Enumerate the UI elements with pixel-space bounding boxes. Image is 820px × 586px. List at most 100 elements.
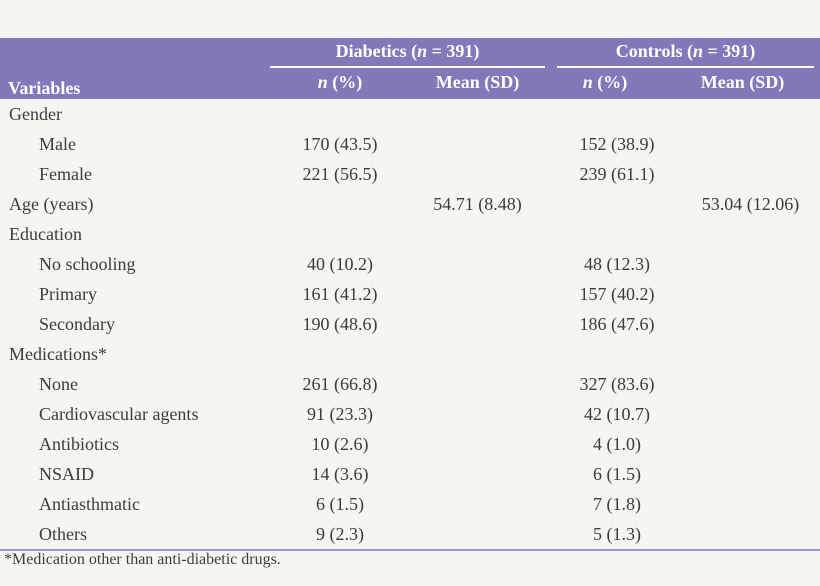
- diabetics-n-cell: 161 (41.2): [302, 283, 378, 304]
- controls-mean-cell: [665, 129, 820, 159]
- controls-mean-cell: [665, 399, 820, 429]
- diabetics-mean-cell: [410, 249, 545, 279]
- diabetics-mean-cell: [410, 339, 545, 369]
- controls-n-cell: [545, 189, 665, 219]
- controls-n-cell: 48 (12.3): [584, 253, 651, 274]
- table-row: Age (years) 54.71 (8.48) 53.04 (12.06): [0, 189, 820, 219]
- diabetics-n-cell: [270, 189, 410, 219]
- controls-mean-cell: [665, 99, 820, 129]
- controls-n-cell: 7 (1.8): [593, 493, 642, 514]
- demographics-table: Variables Diabetics (n = 391) Controls (…: [0, 38, 820, 551]
- controls-mean-cell: [665, 459, 820, 489]
- diabetics-n-cell: 40 (10.2): [307, 253, 373, 274]
- controls-n-cell: 327 (83.6): [579, 373, 655, 394]
- table-header: Variables Diabetics (n = 391) Controls (…: [0, 38, 820, 99]
- controls-label-post: = 391): [702, 41, 756, 61]
- diabetics-n-cell: 10 (2.6): [311, 433, 369, 454]
- table-row: None 261 (66.8) 327 (83.6): [0, 369, 820, 399]
- diabetics-n-cell: 221 (56.5): [302, 163, 378, 184]
- controls-mean-cell: [665, 339, 820, 369]
- diabetics-npct-header: n (%): [270, 68, 410, 99]
- diabetics-n-cell: [270, 219, 410, 249]
- row-label: None: [39, 373, 78, 394]
- diabetics-n-cell: 91 (23.3): [307, 403, 373, 424]
- table-row: NSAID 14 (3.6) 6 (1.5): [0, 459, 820, 489]
- row-label: Antibiotics: [39, 433, 119, 454]
- diabetics-label-n: n: [417, 41, 428, 61]
- controls-n-cell: 4 (1.0): [593, 433, 642, 454]
- controls-mean-header: Mean (SD): [665, 68, 820, 99]
- diabetics-n-cell: 6 (1.5): [316, 493, 364, 514]
- controls-n-cell: 239 (61.1): [579, 163, 655, 184]
- diabetics-mean-cell: [410, 369, 545, 399]
- diabetics-mean-cell: [410, 219, 545, 249]
- diabetics-n-cell: 14 (3.6): [311, 463, 369, 484]
- diabetics-n-cell: 170 (43.5): [302, 133, 378, 154]
- controls-n-cell: 42 (10.7): [584, 403, 651, 424]
- controls-n-cell: [545, 219, 665, 249]
- diabetics-mean-cell: [410, 459, 545, 489]
- controls-mean-cell: [665, 279, 820, 309]
- table-row: Antibiotics 10 (2.6) 4 (1.0): [0, 429, 820, 459]
- row-label: Cardiovascular agents: [39, 403, 199, 424]
- controls-group-header: Controls (n = 391): [545, 38, 820, 68]
- diabetics-npct-post: (%): [327, 71, 363, 92]
- sub-header-row: n (%) Mean (SD) n (%) Mean (SD): [0, 68, 820, 99]
- row-label: Antiasthmatic: [39, 493, 140, 514]
- row-label: Others: [39, 523, 87, 544]
- controls-npct-n: n: [582, 71, 593, 92]
- group-header-row: Variables Diabetics (n = 391) Controls (…: [0, 38, 820, 99]
- table-row: Education: [0, 219, 820, 249]
- row-label: Primary: [39, 283, 97, 304]
- diabetics-mean-cell: [410, 279, 545, 309]
- diabetics-mean-cell: [410, 129, 545, 159]
- controls-mean-cell: [665, 159, 820, 189]
- controls-group-label: Controls (n = 391): [557, 41, 815, 68]
- controls-mean-cell: [665, 309, 820, 339]
- diabetics-mean-cell: [410, 489, 545, 519]
- table-row: Secondary 190 (48.6) 186 (47.6): [0, 309, 820, 339]
- controls-n-cell: 152 (38.9): [579, 133, 655, 154]
- diabetics-group-label: Diabetics (n = 391): [270, 41, 546, 68]
- table-row: Male 170 (43.5) 152 (38.9): [0, 129, 820, 159]
- row-label: No schooling: [39, 253, 136, 274]
- controls-mean-cell: [665, 429, 820, 459]
- diabetics-mean-cell: [410, 309, 545, 339]
- controls-label-pre: Controls (: [615, 41, 693, 61]
- diabetics-mean-cell: [410, 399, 545, 429]
- diabetics-label-pre: Diabetics (: [335, 41, 418, 61]
- controls-n-cell: 5 (1.3): [593, 523, 642, 544]
- controls-n-cell: 6 (1.5): [593, 463, 642, 484]
- controls-n-cell: 157 (40.2): [579, 283, 655, 304]
- variables-column-header: Variables: [0, 38, 270, 99]
- table-footnote: *Medication other than anti-diabetic dru…: [4, 551, 281, 568]
- row-label: Education: [9, 223, 82, 244]
- diabetics-mean-cell: 54.71 (8.48): [433, 193, 522, 214]
- row-label: Age (years): [9, 193, 94, 214]
- controls-mean-cell: [665, 369, 820, 399]
- diabetics-n-cell: [270, 99, 410, 129]
- diabetics-label-post: = 391): [427, 41, 480, 61]
- controls-n-cell: [545, 339, 665, 369]
- controls-mean-cell: [665, 249, 820, 279]
- diabetics-npct-n: n: [317, 71, 328, 92]
- controls-label-n: n: [692, 41, 703, 61]
- table-row: Gender: [0, 99, 820, 129]
- controls-n-cell: [545, 99, 665, 129]
- controls-n-cell: 186 (47.6): [579, 313, 655, 334]
- row-label: Gender: [9, 103, 62, 124]
- table-row: Antiasthmatic 6 (1.5) 7 (1.8): [0, 489, 820, 519]
- row-label: Secondary: [39, 313, 115, 334]
- diabetics-mean-header: Mean (SD): [410, 68, 546, 99]
- row-label: Female: [39, 163, 92, 184]
- diabetics-n-cell: [270, 339, 410, 369]
- controls-mean-cell: 53.04 (12.06): [701, 193, 800, 214]
- table-row: No schooling 40 (10.2) 48 (12.3): [0, 249, 820, 279]
- table-row: Cardiovascular agents 91 (23.3) 42 (10.7…: [0, 399, 820, 429]
- diabetics-n-cell: 261 (66.8): [302, 373, 378, 394]
- table-row: Others 9 (2.3) 5 (1.3): [0, 519, 820, 550]
- table-row: Female 221 (56.5) 239 (61.1): [0, 159, 820, 189]
- row-label: Male: [39, 133, 76, 154]
- table-body: Gender Male 170 (43.5) 152 (38.9) Female…: [0, 99, 820, 550]
